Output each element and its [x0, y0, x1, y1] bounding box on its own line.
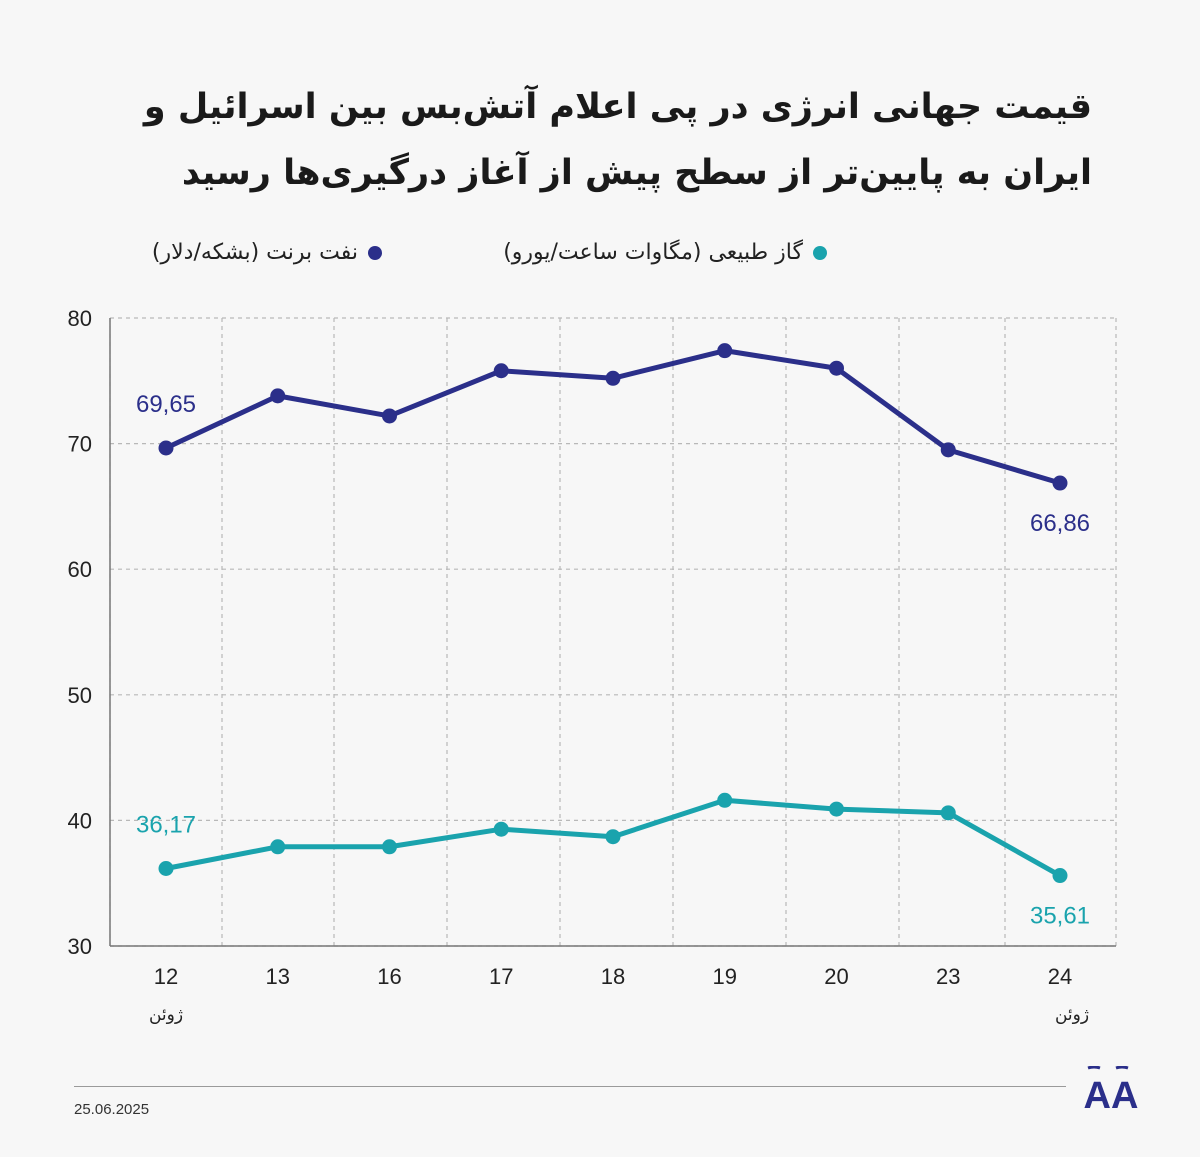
x-tick-label-24: 24 [1048, 964, 1072, 989]
legend-marker-brent-icon [368, 246, 382, 260]
data-point-brent-16 [382, 408, 397, 424]
line-chart: 30 40 50 60 70 80 12 13 16 17 18 19 20 23 24 ژوئن ژوئن 69… [68, 306, 1117, 1025]
y-tick-label-80: 80 [68, 306, 92, 331]
data-point-gas-12 [158, 861, 174, 877]
y-tick-label-60: 60 [68, 557, 92, 582]
data-point-brent-12 [158, 440, 174, 456]
data-point-gas-16 [382, 839, 397, 855]
x-tick-label-18: 18 [601, 964, 625, 989]
data-point-brent-18 [605, 370, 621, 386]
legend-marker-gas-icon [813, 246, 827, 260]
legend-label-gas: گاز طبیعی (مگاوات ساعت/یورو) [503, 240, 803, 265]
data-label-gas-first: 36,17 [136, 812, 196, 839]
x-sublabel-first: ژوئن [149, 1005, 183, 1025]
y-tick-label-40: 40 [68, 808, 92, 833]
data-point-gas-24 [1052, 868, 1068, 884]
x-tick-label-20: 20 [824, 964, 848, 989]
data-point-brent-24 [1052, 475, 1068, 491]
logo-text: AA [1084, 1075, 1139, 1110]
y-tick-label-50: 50 [68, 683, 92, 708]
data-point-gas-20 [829, 801, 844, 817]
y-tick-label-30: 30 [68, 934, 92, 959]
x-tick-label-12: 12 [154, 964, 178, 989]
data-label-brent-first: 69,65 [136, 391, 196, 418]
data-point-gas-17 [493, 821, 509, 837]
x-tick-label-16: 16 [377, 964, 401, 989]
x-tick-label-13: 13 [266, 964, 290, 989]
publish-date: 25.06.2025 [74, 1101, 150, 1118]
data-point-brent-19 [717, 343, 733, 359]
legend-item-gas: گاز طبیعی (مگاوات ساعت/یورو) [503, 240, 827, 274]
data-point-gas-23 [940, 805, 956, 821]
legend-item-brent: نفت برنت (بشکه/دلار) [152, 240, 382, 274]
y-tick-label-70: 70 [68, 432, 92, 457]
chart-title: قیمت جهانی انرژی در پی اعلام آتش‌بس بین … [143, 87, 1092, 193]
aa-logo-icon: AA [1084, 1066, 1139, 1110]
x-sublabel-last: ژوئن [1055, 1005, 1089, 1025]
data-point-brent-23 [940, 442, 956, 458]
footer-divider [74, 1086, 1066, 1087]
data-point-gas-18 [605, 829, 621, 845]
legend-label-brent: نفت برنت (بشکه/دلار) [151, 240, 358, 265]
data-label-gas-last: 35,61 [1030, 903, 1090, 930]
x-tick-label-17: 17 [489, 964, 513, 989]
x-tick-label-19: 19 [713, 964, 737, 989]
data-point-brent-17 [493, 363, 509, 379]
data-point-brent-20 [829, 360, 844, 376]
data-label-brent-last: 66,86 [1030, 510, 1090, 537]
data-point-gas-19 [717, 792, 733, 808]
series-line-brent [163, 348, 1063, 486]
data-point-gas-13 [270, 839, 286, 855]
data-point-brent-13 [270, 388, 286, 404]
x-tick-label-23: 23 [936, 964, 960, 989]
